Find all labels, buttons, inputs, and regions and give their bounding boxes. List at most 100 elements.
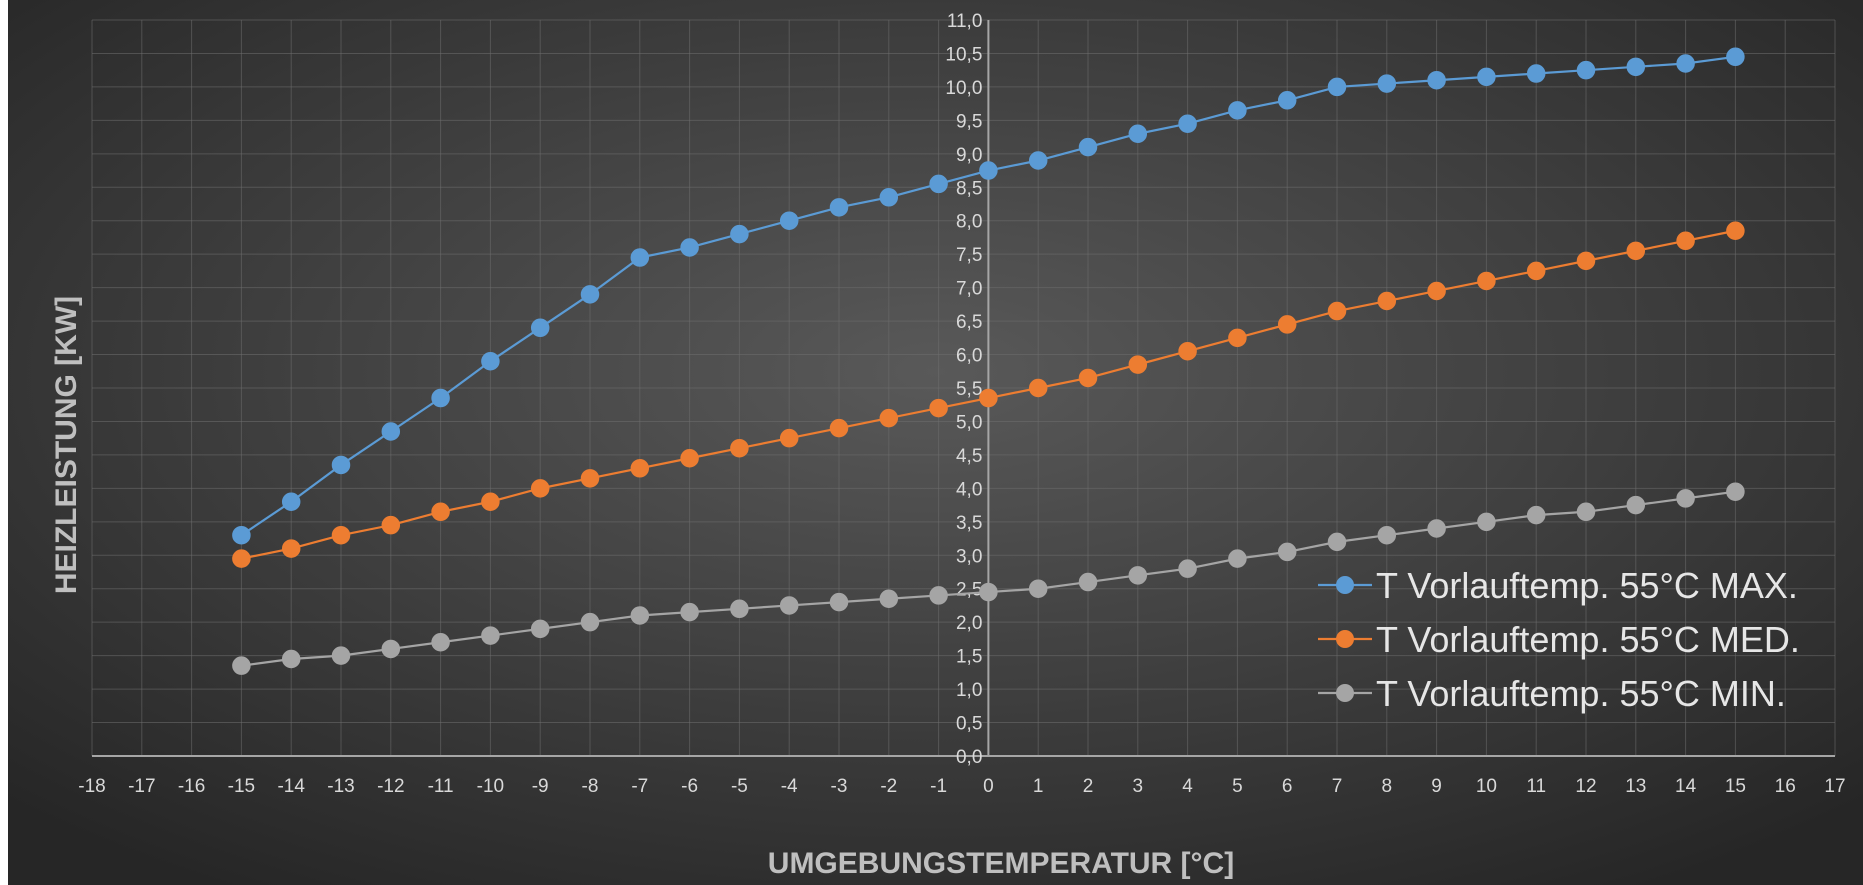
data-point bbox=[481, 492, 500, 511]
data-point bbox=[1327, 532, 1347, 552]
y-tick-label: 8,5 bbox=[956, 178, 982, 199]
y-tick-label: 6,0 bbox=[956, 346, 982, 367]
data-point bbox=[1128, 124, 1148, 143]
legend-marker bbox=[1336, 630, 1354, 648]
y-tick-label: 8,0 bbox=[956, 212, 982, 233]
data-point bbox=[680, 238, 699, 257]
data-point bbox=[1676, 54, 1695, 73]
data-point bbox=[1477, 512, 1496, 532]
data-point bbox=[1526, 64, 1546, 83]
data-point bbox=[431, 633, 450, 652]
data-point bbox=[730, 599, 749, 619]
legend: T Vorlauftemp. 55°C MAX. T Vorlauftemp. 5… bbox=[1318, 565, 1800, 714]
x-tick-label: 4 bbox=[1182, 776, 1193, 797]
data-point bbox=[431, 388, 450, 408]
x-tick-label: -8 bbox=[582, 776, 599, 797]
data-point bbox=[630, 606, 650, 625]
data-point bbox=[381, 639, 401, 659]
x-tick-label: -11 bbox=[428, 776, 454, 797]
tick-labels: -18 -17 -16 -15 -14 -13 -12 -11 -10 -9 -8 -7 -6 -5 -4-… bbox=[78, 11, 1845, 797]
x-tick-label: 8 bbox=[1382, 776, 1393, 797]
data-point bbox=[1228, 549, 1247, 568]
data-point bbox=[1277, 315, 1297, 334]
data-point bbox=[979, 161, 998, 180]
y-tick-label: 10,5 bbox=[945, 44, 982, 65]
data-point bbox=[1377, 291, 1397, 311]
data-point bbox=[929, 398, 948, 418]
data-point bbox=[1576, 60, 1596, 80]
data-point bbox=[1427, 70, 1446, 90]
data-point bbox=[879, 188, 899, 207]
data-point bbox=[1178, 559, 1197, 578]
data-point bbox=[1277, 91, 1297, 110]
data-point bbox=[730, 438, 749, 458]
x-tick-label: 1 bbox=[1033, 776, 1044, 797]
x-tick-label: 2 bbox=[1083, 776, 1094, 797]
data-point bbox=[1427, 519, 1446, 538]
legend-entry: T Vorlauftemp. 55°C MIN. bbox=[1318, 673, 1786, 714]
data-point bbox=[232, 549, 251, 568]
data-point bbox=[1228, 101, 1247, 120]
x-tick-label: -9 bbox=[532, 776, 549, 797]
data-point bbox=[929, 174, 948, 194]
data-point bbox=[829, 592, 849, 612]
y-tick-label: 2,5 bbox=[956, 580, 982, 601]
data-point bbox=[1676, 489, 1695, 508]
data-point bbox=[1726, 482, 1745, 501]
data-point bbox=[1477, 271, 1496, 291]
data-point bbox=[730, 224, 749, 244]
data-point bbox=[232, 656, 251, 675]
data-point bbox=[1526, 505, 1546, 525]
chart-area bbox=[8, 0, 1863, 885]
data-point bbox=[281, 649, 301, 669]
x-tick-label: 17 bbox=[1824, 776, 1845, 797]
data-point bbox=[331, 646, 351, 665]
legend-label: T Vorlauftemp. 55°C MED. bbox=[1376, 619, 1800, 660]
data-point bbox=[1477, 67, 1496, 87]
data-point bbox=[630, 248, 650, 267]
x-tick-label: 3 bbox=[1133, 776, 1144, 797]
data-point bbox=[481, 351, 500, 371]
data-point bbox=[530, 479, 550, 498]
x-axis-title: UMGEBUNGSTEMPERATUR [°C] bbox=[768, 847, 1234, 880]
legend-label: T Vorlauftemp. 55°C MAX. bbox=[1376, 565, 1798, 606]
y-axis-title: HEIZLEISTUNG [KW] bbox=[50, 296, 83, 594]
x-tick-label: 9 bbox=[1431, 776, 1442, 797]
data-point bbox=[680, 449, 699, 468]
data-point bbox=[1427, 281, 1446, 301]
x-tick-label: -14 bbox=[277, 776, 305, 797]
y-tick-label: 0,0 bbox=[956, 747, 982, 768]
legend-entry: T Vorlauftemp. 55°C MAX. bbox=[1318, 565, 1798, 606]
y-tick-label: 6,5 bbox=[956, 312, 982, 333]
x-tick-label: -10 bbox=[477, 776, 504, 797]
y-tick-label: 5,0 bbox=[956, 412, 982, 433]
data-point bbox=[431, 502, 450, 522]
x-tick-label: -13 bbox=[327, 776, 354, 797]
data-point bbox=[1178, 114, 1197, 133]
data-point bbox=[1377, 525, 1397, 545]
y-tick-label: 4,5 bbox=[956, 446, 982, 467]
x-tick-label: -6 bbox=[681, 776, 698, 797]
y-tick-label: 5,5 bbox=[956, 379, 982, 400]
data-point bbox=[829, 418, 849, 438]
x-tick-label: -3 bbox=[831, 776, 848, 797]
data-point bbox=[979, 582, 998, 602]
data-point bbox=[331, 525, 351, 545]
data-point bbox=[1676, 231, 1695, 251]
x-tick-label: -5 bbox=[731, 776, 748, 797]
x-tick-label: 16 bbox=[1775, 776, 1796, 797]
data-point bbox=[779, 211, 799, 230]
x-tick-label: 6 bbox=[1282, 776, 1293, 797]
data-point bbox=[1128, 355, 1148, 374]
data-point bbox=[1626, 495, 1646, 515]
data-point bbox=[1576, 251, 1596, 271]
data-point bbox=[1626, 57, 1646, 77]
data-point bbox=[580, 285, 600, 304]
x-tick-label: -1 bbox=[930, 776, 947, 797]
x-tick-label: 15 bbox=[1725, 776, 1746, 797]
data-point bbox=[1078, 572, 1098, 592]
data-point bbox=[1327, 77, 1347, 97]
x-tick-label: 13 bbox=[1625, 776, 1646, 797]
